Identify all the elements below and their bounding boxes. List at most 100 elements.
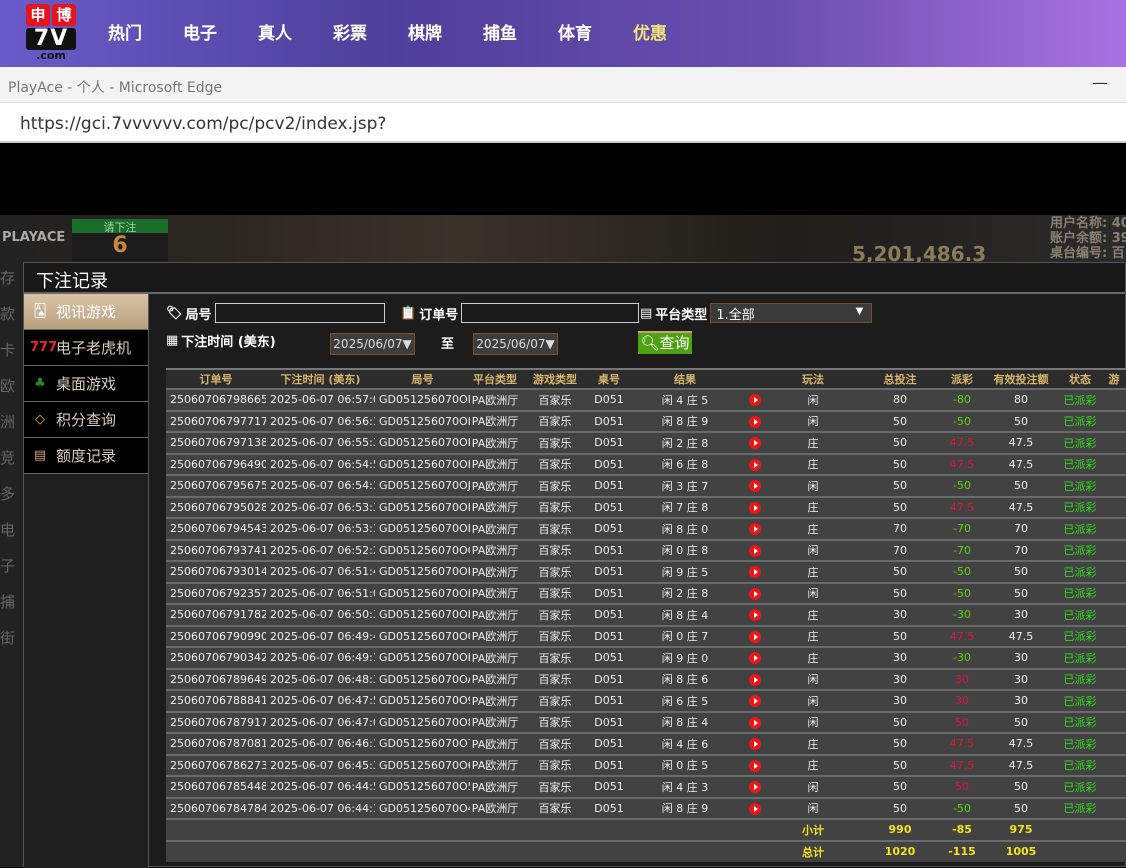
sidebar-item-4[interactable]: ▤ 额度记录 [24, 438, 148, 474]
column-header[interactable]: 玩法 [768, 368, 858, 389]
date-to-picker[interactable]: 2025/06/07▼ [473, 333, 558, 355]
cell: 2025-06-07 06:44:51 [266, 775, 375, 798]
url-text[interactable]: https://gci.7vvvvvv.com/pc/pcv2/index.js… [20, 114, 387, 134]
cell: GD051256070O9 [375, 689, 470, 712]
platform-selected: 1.全部 [716, 308, 755, 323]
address-bar[interactable]: https://gci.7vvvvvv.com/pc/pcv2/index.js… [0, 103, 1126, 143]
column-header[interactable]: 平台类型 [470, 368, 520, 389]
cell: PA欧洲厅 [470, 581, 520, 604]
replay-cell [742, 452, 768, 475]
cell: 30 [982, 603, 1060, 626]
date-from-picker[interactable]: 2025/06/07▼ [330, 333, 415, 355]
column-header[interactable] [742, 368, 768, 389]
play-video-icon[interactable] [749, 394, 761, 407]
cell: 250607067903425 [166, 646, 266, 669]
play-video-icon[interactable] [749, 587, 761, 600]
cell [1100, 796, 1126, 819]
cell [1100, 818, 1126, 841]
minimize-button[interactable]: — [1092, 73, 1108, 92]
column-header[interactable]: 有效投注额 [982, 368, 1060, 389]
background-side-menu: 存款卡欧洲竞多电子捕街 [0, 260, 23, 656]
play-video-icon[interactable] [749, 759, 761, 772]
sidebar-item-label: 视讯游戏 [56, 303, 117, 321]
cell [1100, 689, 1126, 712]
play-video-icon[interactable] [749, 523, 761, 536]
column-header[interactable]: 订单号 [166, 368, 266, 389]
platform-select[interactable]: 1.全部 ▼ [710, 303, 873, 323]
column-header[interactable]: 下注时间 (美东) [266, 368, 375, 389]
play-video-icon[interactable] [749, 480, 761, 493]
nav-item[interactable]: 捕鱼 [483, 24, 517, 44]
cell: 50 [982, 409, 1060, 432]
calendar-icon: ▦ [166, 333, 179, 348]
cell: PA欧洲厅 [470, 603, 520, 626]
column-header[interactable]: 状态 [1060, 368, 1100, 389]
cell: 30 [858, 689, 942, 712]
round-input[interactable] [214, 303, 385, 323]
status-cell: 已派彩 [1060, 667, 1100, 690]
play-video-icon[interactable] [749, 652, 761, 665]
play-video-icon[interactable] [749, 673, 761, 686]
column-header[interactable]: 局号 [375, 368, 470, 389]
cell: 闲 8 庄 9 [628, 409, 742, 432]
column-header[interactable]: 桌号 [590, 368, 628, 389]
nav-item[interactable]: 体育 [558, 24, 592, 44]
play-video-icon[interactable] [749, 630, 761, 643]
cell: D051 [590, 710, 628, 733]
sidebar-item-3[interactable]: ◇ 积分查询 [24, 402, 148, 438]
play-video-icon[interactable] [749, 609, 761, 622]
nav-item[interactable]: 真人 [258, 24, 292, 44]
replay-cell [742, 796, 768, 819]
column-header[interactable]: 结果 [628, 368, 742, 389]
column-header[interactable]: 总投注 [858, 368, 942, 389]
sidebar-item-1[interactable]: 777 电子老虎机 [24, 330, 148, 366]
play-video-icon[interactable] [749, 415, 761, 428]
cell: PA欧洲厅 [470, 796, 520, 819]
cell: 50 [858, 452, 942, 475]
query-button[interactable]: 🔍︎查询 [638, 331, 692, 354]
cell: 30 [858, 603, 942, 626]
cards-icon: 🂡 [33, 304, 47, 319]
cell: D051 [590, 796, 628, 819]
cell: 百家乐 [520, 538, 590, 561]
play-video-icon[interactable] [749, 738, 761, 751]
play-video-icon[interactable] [749, 501, 761, 514]
list-icon: ▤ [640, 305, 653, 321]
nav-item[interactable]: 优惠 [633, 24, 667, 44]
column-header[interactable]: 游戏类型 [520, 368, 590, 389]
cell [1100, 431, 1126, 454]
play-video-icon[interactable] [749, 802, 761, 815]
cell: 百家乐 [520, 581, 590, 604]
sidebar-item-2[interactable]: ♣ 桌面游戏 [24, 366, 148, 402]
payout-cell: 47.5 [942, 452, 982, 475]
play-video-icon[interactable] [749, 716, 761, 729]
sidebar-item-0[interactable]: 🂡 视讯游戏 [24, 294, 148, 330]
column-header[interactable]: 游 [1100, 368, 1126, 389]
nav-item[interactable]: 彩票 [333, 24, 367, 44]
column-header[interactable]: 派彩 [942, 368, 982, 389]
play-video-icon[interactable] [749, 781, 761, 794]
site-logo[interactable]: 申博 7V .com [26, 4, 76, 62]
total-row: 总计 1020 -115 1005 [166, 839, 1126, 862]
nav-item[interactable]: 棋牌 [408, 24, 442, 44]
play-video-icon[interactable] [749, 566, 761, 579]
cell [1100, 732, 1126, 755]
nav-item[interactable]: 热门 [108, 24, 142, 44]
order-input[interactable] [461, 303, 640, 323]
cell: 闲 4 庄 3 [628, 775, 742, 798]
play-video-icon[interactable] [749, 544, 761, 557]
cell [520, 839, 590, 862]
cell: 百家乐 [520, 667, 590, 690]
cell: 庄 [768, 646, 858, 669]
cell: 50 [858, 753, 942, 776]
nav-item[interactable]: 电子 [183, 24, 217, 44]
browser-titlebar: PlayAce - 个人 - Microsoft Edge — [0, 67, 1126, 103]
play-video-icon[interactable] [749, 458, 761, 471]
cell: 闲 [768, 775, 858, 798]
play-video-icon[interactable] [749, 695, 761, 708]
payout-cell: -80 [942, 388, 982, 411]
play-video-icon[interactable] [749, 437, 761, 450]
